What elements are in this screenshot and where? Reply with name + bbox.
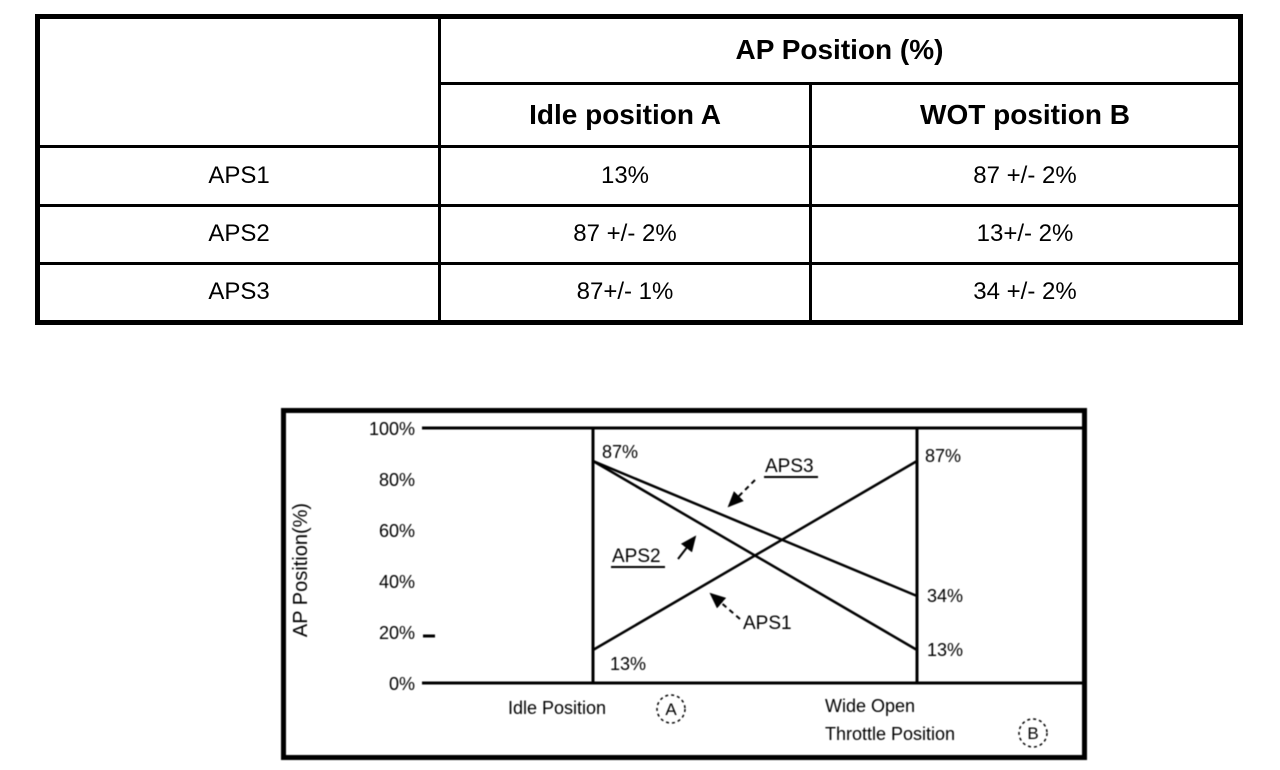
table-corner-cell <box>36 14 441 149</box>
aps2-line <box>592 459 918 652</box>
idle-marker-letter: A <box>665 700 677 719</box>
x-label-throttle-position: Throttle Position <box>825 724 955 744</box>
wot-marker-circle <box>1018 718 1048 748</box>
wot-low-value-label: 13% <box>927 640 963 660</box>
aps-spec-table: AP Position (%) Idle position A WOT posi… <box>35 14 1243 325</box>
idle-high-value-label: 87% <box>602 442 638 462</box>
idle-marker-circle <box>656 694 686 724</box>
row-label-aps2: APS2 <box>36 204 441 265</box>
y-tick-label-80: 80% <box>379 470 415 490</box>
y-tick-label-60: 60% <box>379 521 415 541</box>
aps1-wot-value: 87 +/- 2% <box>809 145 1242 208</box>
x-label-idle-position: Idle Position <box>508 698 606 718</box>
y-tick-label-20: 20% <box>379 623 415 643</box>
wot-high-value-label: 87% <box>925 446 961 466</box>
aps1-idle-value: 13% <box>438 145 812 208</box>
aps1-series-label: APS1 <box>743 613 792 634</box>
aps3-idle-value: 87+/- 1% <box>438 262 812 324</box>
figure-border <box>281 408 1087 760</box>
table-col-header-wot: WOT position B <box>809 82 1242 149</box>
y-axis-title: AP Position(%) <box>290 503 312 637</box>
table-row-aps1: APS1 13% 87 +/- 2% <box>36 145 1242 208</box>
table-col-header-idle: Idle position A <box>438 82 812 149</box>
aps3-wot-value: 34 +/- 2% <box>809 262 1242 324</box>
aps1-leader-arrow <box>709 592 741 620</box>
aps-position-chart: AP Position(%) 100% 80% 60% 40% 20% 0% 8… <box>281 408 1087 760</box>
row-label-aps3: APS3 <box>36 262 441 324</box>
aps2-leader-arrow <box>677 535 697 560</box>
table-group-header: AP Position (%) <box>438 14 1242 86</box>
table-row-aps3: APS3 87+/- 1% 34 +/- 2% <box>36 262 1242 324</box>
wot-marker-letter: B <box>1027 724 1038 743</box>
aps2-wot-value: 13+/- 2% <box>809 204 1242 265</box>
y-tick-label-40: 40% <box>379 572 415 592</box>
aps2-series-label: APS2 <box>612 546 661 567</box>
aps3-series-label: APS3 <box>765 456 814 477</box>
aps2-idle-value: 87 +/- 2% <box>438 204 812 265</box>
table-row-aps2: APS2 87 +/- 2% 13+/- 2% <box>36 204 1242 265</box>
y-tick-label-100: 100% <box>369 419 415 439</box>
row-label-aps1: APS1 <box>36 145 441 208</box>
idle-low-value-label: 13% <box>610 654 646 674</box>
y-tick-label-0: 0% <box>389 674 415 694</box>
aps3-line <box>592 459 918 598</box>
x-label-wide-open: Wide Open <box>825 696 915 716</box>
aps3-leader-arrow <box>727 479 756 508</box>
wot-mid-value-label: 34% <box>927 586 963 606</box>
